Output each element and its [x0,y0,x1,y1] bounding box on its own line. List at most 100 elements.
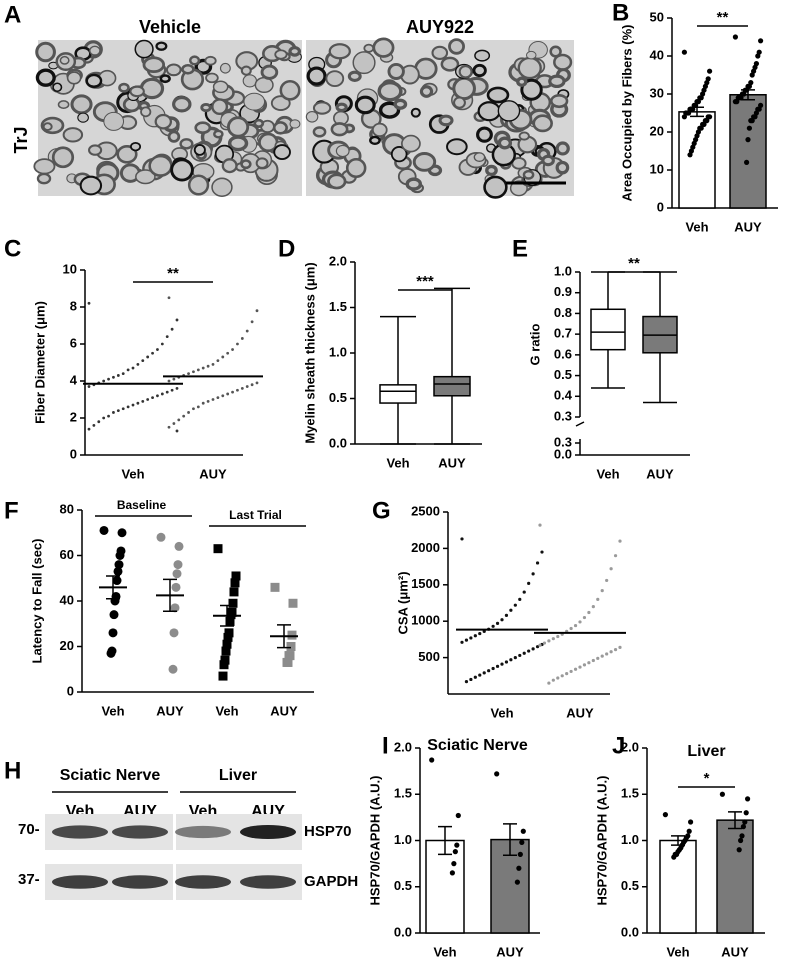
panel-letter: D [278,235,295,262]
data-point [556,634,560,639]
data-point [605,652,609,656]
y-tick-label: 0.0 [554,446,572,461]
fiber [305,111,319,123]
data-point [170,327,174,331]
data-point [504,613,509,617]
data-point [686,828,692,834]
fiber [219,62,231,74]
x-tick-label: AUY [156,703,184,718]
data-point [131,366,135,370]
data-point [573,623,578,628]
fiber [485,164,498,177]
data-point [451,861,457,867]
data-point [165,335,169,338]
data-point [613,647,618,652]
fiber [401,134,421,153]
data-point [469,636,473,640]
data-point [173,560,183,570]
data-point [175,429,179,433]
y-tick-label: 2000 [411,540,440,555]
y-tick-label: 1500 [411,576,440,591]
data-point [160,342,164,346]
data-point [106,648,116,658]
column-label: Vehicle [139,17,201,37]
data-point [87,427,91,431]
fiber [448,38,465,55]
row-label: TrJ [11,126,31,153]
data-point [255,381,259,385]
y-tick-label: 1.5 [394,786,412,801]
fiber [553,53,573,71]
fiber [62,127,84,143]
fiber [335,102,348,113]
fiber [312,126,327,138]
data-point [223,632,233,642]
y-tick-label: 0.0 [329,435,347,450]
error-bar [163,578,177,612]
data-point [739,833,745,839]
fiber [363,43,375,53]
data-point [175,387,179,390]
fiber [154,113,173,130]
data-point [522,590,526,594]
data-point [569,626,573,631]
fiber [273,144,291,161]
fiber [369,135,381,146]
fiber [550,94,569,109]
data-point [216,359,220,363]
data-point [165,390,169,394]
fiber [118,82,130,93]
data-point [587,661,591,665]
data-point [618,645,622,650]
error-bar [438,825,452,856]
data-point [221,646,231,656]
fiber [253,118,265,128]
fiber [172,95,192,113]
error-bar [277,624,291,649]
data-point [141,359,145,363]
y-tick-label: 0.0 [394,924,412,939]
data-point [551,637,555,641]
data-point [146,355,150,359]
data-point [167,296,171,300]
fiber [205,72,219,84]
y-tick-label: 1.0 [394,832,412,847]
x-tick-label: AUY [270,703,298,718]
data-point [136,401,140,405]
fiber [187,174,210,196]
data-point [224,628,234,638]
panel-letter: F [4,497,19,524]
data-point [495,664,500,668]
data-point [494,771,500,777]
y-tick-label: 0 [67,683,74,698]
data-point [464,638,469,642]
data-point [112,375,115,379]
y-tick-label: 2.0 [621,739,639,754]
data-point [231,390,234,394]
data-point [454,842,460,848]
fiber [211,177,233,197]
fiber [270,95,291,112]
data-point [219,660,229,670]
fiber [33,158,56,175]
data-point [513,603,517,607]
data-point [605,578,609,583]
data-point [146,398,150,401]
fiber [312,101,332,115]
data-point [108,628,118,638]
blot-band [240,825,296,839]
data-point [582,663,587,667]
data-point [662,812,669,818]
data-point [482,629,486,633]
data-point [744,159,750,165]
panel-letter: B [612,0,629,26]
fiber [279,80,301,101]
data-point [172,569,182,579]
fiber [347,70,362,82]
data-point [211,398,215,401]
y-tick-label: 0.5 [621,878,639,893]
data-point [167,425,171,429]
group-label: Baseline [117,498,167,512]
data-point [538,523,542,527]
data-point [112,576,122,586]
